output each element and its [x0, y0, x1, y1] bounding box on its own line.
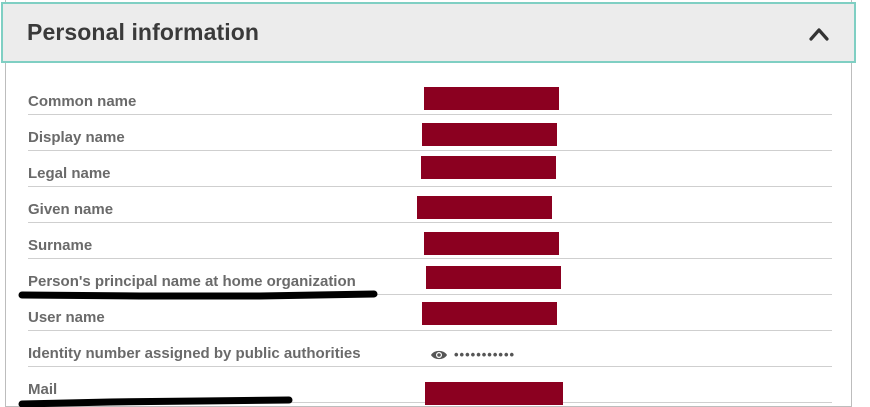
- redacted-value: [422, 123, 557, 146]
- field-row-principal-name: Person's principal name at home organiza…: [28, 259, 832, 295]
- field-label: Person's principal name at home organiza…: [28, 273, 356, 290]
- masked-value: •••••••••••: [430, 347, 515, 362]
- redacted-value: [424, 232, 559, 255]
- field-row-mail: Mail: [28, 367, 832, 405]
- redacted-value: [426, 266, 561, 289]
- redacted-value: [425, 382, 563, 405]
- field-row-user-name: User name: [28, 295, 832, 331]
- section-title: Personal information: [27, 19, 260, 45]
- field-row-display-name: Display name: [28, 115, 832, 151]
- field-label: Common name: [28, 93, 137, 110]
- field-label: Identity number assigned by public autho…: [28, 345, 361, 362]
- redacted-value: [424, 87, 559, 110]
- redacted-value: [421, 156, 556, 179]
- field-label: Legal name: [28, 165, 111, 182]
- masked-identity-number: •••••••••••: [454, 347, 516, 362]
- section-header[interactable]: Personal information: [1, 2, 856, 63]
- field-label: User name: [28, 309, 105, 326]
- field-row-surname: Surname: [28, 223, 832, 259]
- field-row-common-name: Common name: [28, 79, 832, 115]
- field-label: Display name: [28, 129, 125, 146]
- field-label: Mail: [28, 381, 58, 398]
- field-label: Surname: [28, 237, 93, 254]
- field-row-legal-name: Legal name: [28, 151, 832, 187]
- redacted-value: [417, 196, 552, 219]
- eye-icon[interactable]: [430, 349, 448, 361]
- field-label: Given name: [28, 201, 114, 218]
- field-list: Common name Display name Legal name Give…: [28, 79, 832, 405]
- field-row-given-name: Given name: [28, 187, 832, 223]
- field-row-identity-number: Identity number assigned by public autho…: [28, 331, 832, 367]
- redacted-value: [422, 302, 557, 325]
- chevron-up-icon[interactable]: [808, 24, 830, 44]
